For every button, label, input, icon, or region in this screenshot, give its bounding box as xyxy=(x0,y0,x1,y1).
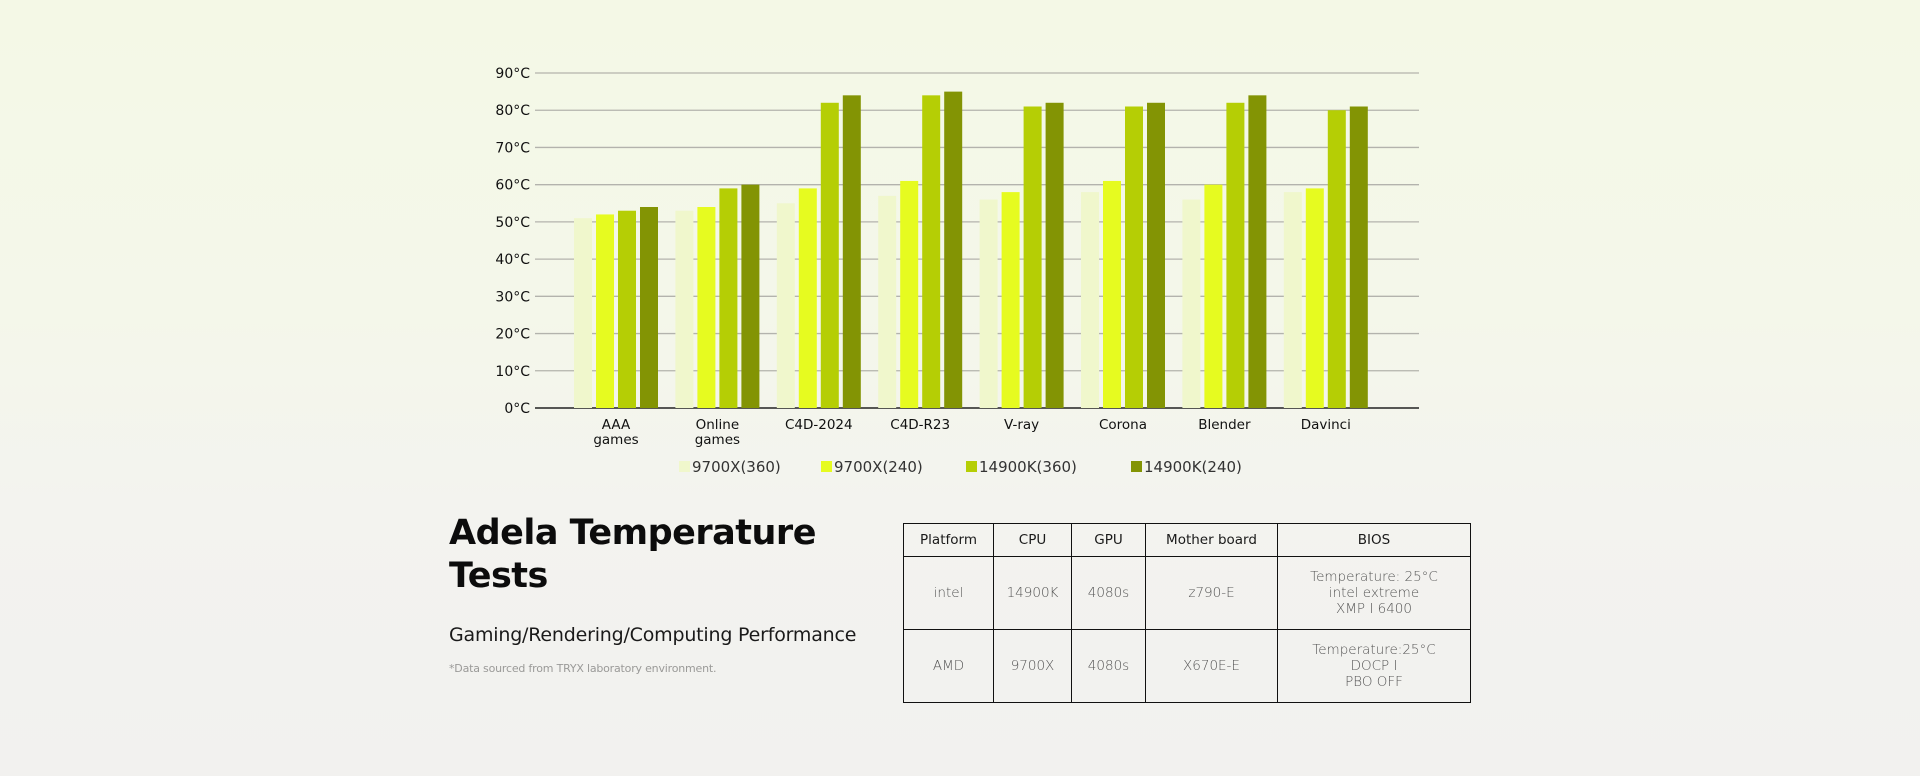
legend-swatch xyxy=(1131,461,1142,472)
bar xyxy=(1081,192,1099,408)
bar xyxy=(1305,188,1324,408)
y-tick-label: 0°C xyxy=(504,401,530,417)
x-tick-label: Blender xyxy=(1198,417,1251,433)
x-tick-label: Davinci xyxy=(1301,417,1351,433)
x-tick-label: AAA games xyxy=(593,417,638,448)
header-gpu: GPU xyxy=(1071,523,1146,557)
header-platform: Platform xyxy=(903,523,994,557)
bar xyxy=(1182,199,1201,408)
data-source-note: *Data sourced from TRYX laboratory envir… xyxy=(449,662,717,675)
y-tick-label: 60°C xyxy=(495,178,530,194)
legend-item: 9700X(360) xyxy=(679,458,781,476)
y-tick-label: 80°C xyxy=(495,103,530,119)
page-title: Adela Temperature Tests xyxy=(449,512,889,598)
y-tick-label: 10°C xyxy=(495,364,530,380)
header-motherboard: Mother board xyxy=(1145,523,1278,557)
bar xyxy=(1045,102,1064,409)
bar xyxy=(574,218,592,408)
cell-motherboard: X670E-E xyxy=(1145,629,1278,703)
cell-gpu: 4080s xyxy=(1071,556,1146,630)
bar xyxy=(741,184,760,408)
cell-cpu: 14900K xyxy=(993,556,1072,630)
bar xyxy=(1248,95,1267,408)
title-line-2: Tests xyxy=(449,556,548,596)
y-axis-ticks: 0°C 10°C 20°C 30°C 40°C 50°C 60°C 70°C 80°C 90°C xyxy=(495,66,530,417)
bios-line: Temperature:25°C xyxy=(1312,642,1436,658)
bar xyxy=(675,210,694,408)
legend-label: 9700X(360) xyxy=(692,458,781,476)
table-row: intel 14900K 4080s z790-E Temperature: 2… xyxy=(903,556,1471,630)
legend-label: 14900K(240) xyxy=(1144,458,1242,476)
y-tick-label: 70°C xyxy=(495,140,530,156)
x-tick-label: Online games xyxy=(695,417,740,448)
bar xyxy=(1023,106,1042,408)
bios-line: Temperature: 25°C xyxy=(1310,569,1438,585)
cell-cpu: 9700X xyxy=(993,629,1072,703)
bar xyxy=(1103,180,1121,408)
bios-line: XMP I 6400 xyxy=(1336,601,1412,617)
cell-bios: Temperature: 25°C intel extreme XMP I 64… xyxy=(1277,556,1471,630)
info-panel: Adela Temperature Tests Gaming/Rendering… xyxy=(449,512,889,675)
bar xyxy=(944,91,963,408)
bar xyxy=(1226,102,1245,409)
x-tick-label: V-ray xyxy=(1004,417,1039,433)
bar xyxy=(596,214,614,408)
legend-swatch xyxy=(821,461,832,472)
bar xyxy=(1283,192,1302,408)
title-line-1: Adela Temperature xyxy=(449,513,816,553)
bar xyxy=(820,102,839,409)
bar xyxy=(1327,110,1346,408)
bar xyxy=(979,199,998,408)
table-header-row: Platform CPU GPU Mother board BIOS xyxy=(903,523,1471,557)
bar xyxy=(1349,106,1368,408)
cell-motherboard: z790-E xyxy=(1145,556,1278,630)
bar xyxy=(1147,102,1165,409)
cell-bios: Temperature:25°C DOCP I PBO OFF xyxy=(1277,629,1471,703)
y-tick-label: 20°C xyxy=(495,327,530,343)
legend-item: 9700X(240) xyxy=(821,458,923,476)
bar xyxy=(697,207,716,408)
bar xyxy=(798,188,817,408)
header-bios: BIOS xyxy=(1277,523,1471,557)
bar xyxy=(878,195,897,408)
bar xyxy=(1001,192,1020,408)
bar xyxy=(842,95,861,408)
legend-swatch xyxy=(966,461,977,472)
legend-item: 14900K(240) xyxy=(1131,458,1242,476)
legend-label: 14900K(360) xyxy=(979,458,1077,476)
bar xyxy=(900,180,919,408)
header-cpu: CPU xyxy=(993,523,1072,557)
bios-line: DOCP I xyxy=(1350,658,1398,674)
y-tick-label: 30°C xyxy=(495,289,530,305)
bar xyxy=(1125,106,1143,408)
bars xyxy=(574,91,1368,409)
legend-item: 14900K(360) xyxy=(966,458,1077,476)
test-platform-table: Platform CPU GPU Mother board BIOS intel… xyxy=(903,523,1471,703)
bar xyxy=(922,95,941,408)
temperature-bar-chart: 0°C10°C20°C30°C40°C50°C60°C70°C80°C90°C … xyxy=(495,66,1419,476)
y-tick-label: 50°C xyxy=(495,215,530,231)
bar xyxy=(1204,184,1223,408)
cell-gpu: 4080s xyxy=(1071,629,1146,703)
legend-label: 9700X(240) xyxy=(834,458,923,476)
legend-swatch xyxy=(679,461,690,472)
bios-line: PBO OFF xyxy=(1345,674,1403,690)
y-tick-label: 40°C xyxy=(495,252,530,268)
x-tick-label: C4D-R23 xyxy=(890,417,950,433)
x-tick-label: Corona xyxy=(1099,417,1147,433)
bar xyxy=(719,188,738,408)
bar xyxy=(640,207,658,408)
cell-platform: intel xyxy=(903,556,994,630)
subtitle: Gaming/Rendering/Computing Performance xyxy=(449,624,857,646)
bar xyxy=(776,203,795,408)
cell-platform: AMD xyxy=(903,629,994,703)
x-axis-ticks: AAA games Online games C4D-2024 C4D-R23 V-ray C… xyxy=(593,417,1351,448)
bios-line: intel extreme xyxy=(1328,585,1420,601)
table-row: AMD 9700X 4080s X670E-E Temperature:25°C… xyxy=(903,629,1471,703)
x-tick-label: C4D-2024 xyxy=(785,417,853,433)
y-tick-label: 90°C xyxy=(495,66,530,82)
bar xyxy=(618,210,636,408)
legend: 9700X(360) 9700X(240) 14900K(360) 14900K(24… xyxy=(679,458,1242,476)
